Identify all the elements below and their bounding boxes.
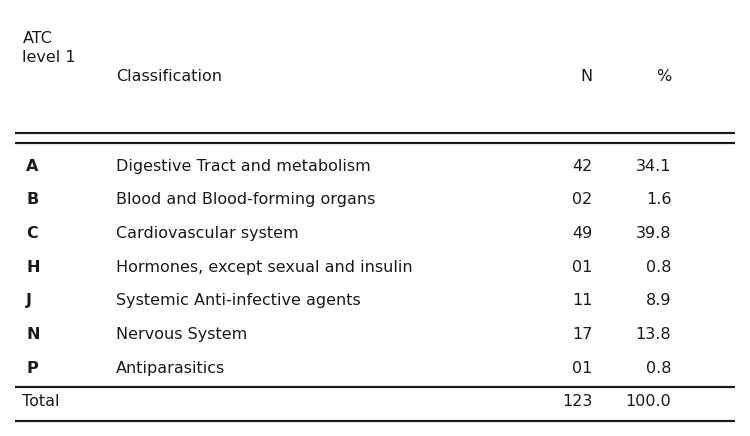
Text: A: A: [26, 159, 39, 174]
Text: 17: 17: [572, 327, 592, 342]
Text: 01: 01: [572, 361, 592, 376]
Text: C: C: [26, 226, 38, 241]
Text: 39.8: 39.8: [636, 226, 671, 241]
Text: 02: 02: [572, 192, 592, 208]
Text: 123: 123: [562, 394, 592, 409]
Text: Total: Total: [22, 394, 60, 409]
Text: 34.1: 34.1: [636, 159, 671, 174]
Text: ATC
level 1: ATC level 1: [22, 31, 76, 65]
Text: Nervous System: Nervous System: [116, 327, 248, 342]
Text: H: H: [26, 260, 40, 275]
Text: 11: 11: [572, 293, 592, 308]
Text: 13.8: 13.8: [635, 327, 671, 342]
Text: Antiparasitics: Antiparasitics: [116, 361, 226, 376]
Text: 100.0: 100.0: [626, 394, 671, 409]
Text: B: B: [26, 192, 38, 208]
Text: Systemic Anti-infective agents: Systemic Anti-infective agents: [116, 293, 361, 308]
Text: P: P: [26, 361, 38, 376]
Text: 0.8: 0.8: [646, 260, 671, 275]
Text: 0.8: 0.8: [646, 361, 671, 376]
Text: Classification: Classification: [116, 69, 222, 84]
Text: J: J: [26, 293, 32, 308]
Text: Hormones, except sexual and insulin: Hormones, except sexual and insulin: [116, 260, 412, 275]
Text: 01: 01: [572, 260, 592, 275]
Text: Blood and Blood-forming organs: Blood and Blood-forming organs: [116, 192, 376, 208]
Text: N: N: [26, 327, 40, 342]
Text: 1.6: 1.6: [646, 192, 671, 208]
Text: 49: 49: [572, 226, 592, 241]
Text: 8.9: 8.9: [646, 293, 671, 308]
Text: %: %: [656, 69, 671, 84]
Text: N: N: [580, 69, 592, 84]
Text: Digestive Tract and metabolism: Digestive Tract and metabolism: [116, 159, 371, 174]
Text: 42: 42: [572, 159, 592, 174]
Text: Cardiovascular system: Cardiovascular system: [116, 226, 298, 241]
